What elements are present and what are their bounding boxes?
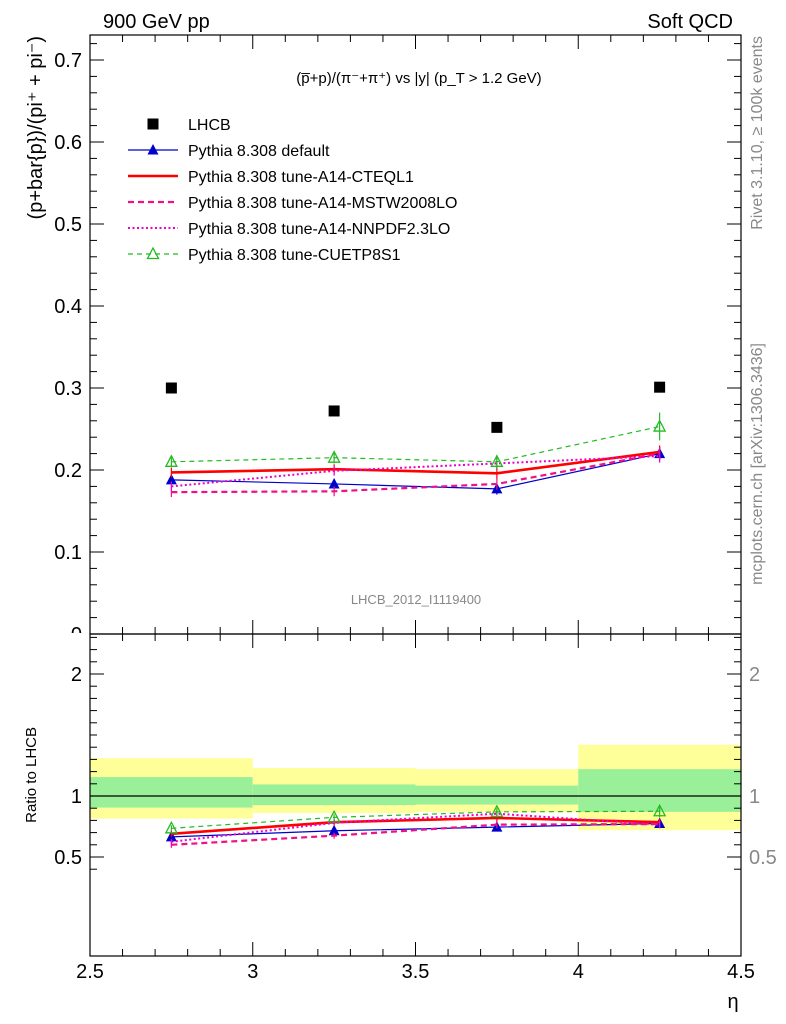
analysis-watermark: LHCB_2012_I1119400 xyxy=(351,592,481,607)
x-axis-label: η xyxy=(727,991,738,1013)
main-lhcb-point xyxy=(165,382,177,394)
x-tick-label: 4 xyxy=(573,961,584,983)
rivet-version-text: Rivet 3.1.10, ≥ 100k events xyxy=(749,36,766,230)
ratio-y-tick-label-left: 1 xyxy=(71,786,82,808)
main-y-axis-label: (p+bar{p})/(pi⁺ + pi⁻) xyxy=(25,36,47,219)
main-pythia-8-308-default-line xyxy=(171,453,660,490)
ratio-pythia-8-308-tune-cuetp8s1-point xyxy=(164,820,178,834)
ratio-pythia-8-308-tune-cuetp8s1-line xyxy=(171,810,660,829)
main-lhcb-point xyxy=(328,405,340,417)
x-tick-label: 3 xyxy=(247,961,258,983)
main-y-tick-label: 0 xyxy=(71,624,82,646)
ratio-pythia-8-308-tune-a14-nnpdf2-3lo-line xyxy=(171,812,660,843)
main-pythia-8-308-default-point xyxy=(328,477,340,489)
main-panel: 0.1 0.2 0.3 0.4 0.5 0.6 0.7 0 (p̅+p)/(π⁻+π⁺) vs… xyxy=(25,34,742,646)
main-pythia-8-308-tune-cuetp8s1-point xyxy=(327,450,341,463)
ratio-y-axis-label: Ratio to LHCB xyxy=(23,727,40,823)
main-lhcb-point xyxy=(654,381,666,393)
x-tick-label: 3.5 xyxy=(402,961,430,983)
legend-pythia-8-308-tune-a14-nnpdf2-3lo-label: Pythia 8.308 tune-A14-NNPDF2.3LO xyxy=(188,221,450,238)
main-pythia-8-308-tune-cuetp8s1-point xyxy=(490,454,504,467)
main-y-tick-label: 0.3 xyxy=(54,378,82,400)
ratio-y-tick-label-right: 0.5 xyxy=(749,847,777,869)
x-tick-label: 2.5 xyxy=(76,961,104,983)
ratio-pythia-8-308-default-point xyxy=(328,824,340,836)
ratio-panel: 0.5 0.5 1 1 2 2 2.5 3 3.5 4 4.5 Ratio to LHCB η xyxy=(23,633,777,1013)
main-pythia-8-308-tune-cuetp8s1-point xyxy=(653,419,667,432)
ratio-inner-band xyxy=(90,777,253,808)
main-axis-ticks: 0.1 0.2 0.3 0.4 0.5 0.6 0.7 0 xyxy=(54,35,742,646)
ratio-y-tick-label-right: 2 xyxy=(749,664,760,686)
main-plot-marks xyxy=(164,381,667,498)
ratio-pythia-8-308-tune-a14-cteql1-line xyxy=(171,816,660,836)
ratio-plot-marks xyxy=(164,803,667,848)
legend-pythia-8-308-default-marker xyxy=(147,144,159,155)
main-pythia-8-308-tune-cuetp8s1-point xyxy=(164,454,178,467)
ratio-pythia-8-308-tune-cuetp8s1-point xyxy=(327,809,341,823)
legend: LHCB Pythia 8.308 default Pythia 8.308 tun… xyxy=(128,117,457,264)
main-lhcb-point xyxy=(491,421,503,433)
ratio-axis-ticks: 0.5 0.5 1 1 2 2 2.5 3 3.5 4 4.5 xyxy=(54,634,777,983)
ratio-y-tick-label-left: 0.5 xyxy=(54,847,82,869)
ratio-inner-band xyxy=(415,785,579,805)
legend-pythia-8-308-tune-a14-cteql1-label: Pythia 8.308 tune-A14-CTEQL1 xyxy=(188,169,414,186)
legend-pythia-8-308-tune-a14-mstw2008lo-label: Pythia 8.308 tune-A14-MSTW2008LO xyxy=(188,195,457,212)
ratio-pythia-8-308-tune-cuetp8s1-point xyxy=(490,804,504,818)
source-url-text: mcplots.cern.ch [arXiv:1306.3436] xyxy=(749,343,766,585)
main-pythia-8-308-default-point xyxy=(165,473,177,485)
main-y-tick-label: 0.1 xyxy=(54,542,82,564)
x-tick-label: 4.5 xyxy=(727,961,755,983)
main-y-tick-label: 0.4 xyxy=(54,296,82,318)
ratio-uncertainty-bands xyxy=(90,744,741,831)
main-y-tick-label: 0.5 xyxy=(54,214,82,236)
main-y-tick-label: 0.2 xyxy=(54,460,82,482)
main-pythia-8-308-tune-a14-mstw2008lo-line xyxy=(171,452,660,494)
ratio-pythia-8-308-default-line xyxy=(171,822,660,838)
ratio-y-tick-label-right: 1 xyxy=(749,786,760,808)
main-title: (p̅+p)/(π⁻+π⁺) vs |y| (p_T > 1.2 GeV) xyxy=(296,70,541,87)
legend-lhcb-marker xyxy=(147,118,159,130)
header-right: Soft QCD xyxy=(647,11,733,33)
ratio-inner-band xyxy=(252,784,416,806)
legend-pythia-8-308-tune-cuetp8s1-label: Pythia 8.308 tune-CUETP8S1 xyxy=(188,247,401,264)
legend-lhcb-label: LHCB xyxy=(188,117,231,134)
main-pythia-8-308-tune-a14-cteql1-line xyxy=(171,450,660,475)
main-y-tick-label: 0.6 xyxy=(54,132,82,154)
main-pythia-8-308-tune-a14-nnpdf2-3lo-line xyxy=(171,455,660,488)
main-pythia-8-308-tune-cuetp8s1-line xyxy=(171,425,660,463)
legend-pythia-8-308-default-label: Pythia 8.308 default xyxy=(188,143,330,160)
ratio-y-tick-label-left: 2 xyxy=(71,664,82,686)
ratio-pythia-8-308-tune-a14-mstw2008lo-line xyxy=(171,822,660,846)
header-left: 900 GeV pp xyxy=(103,11,210,33)
main-y-tick-label: 0.7 xyxy=(54,50,82,72)
ratio-pythia-8-308-tune-cuetp8s1-point xyxy=(653,803,667,817)
legend-pythia-8-308-tune-cuetp8s1-marker xyxy=(146,246,160,260)
